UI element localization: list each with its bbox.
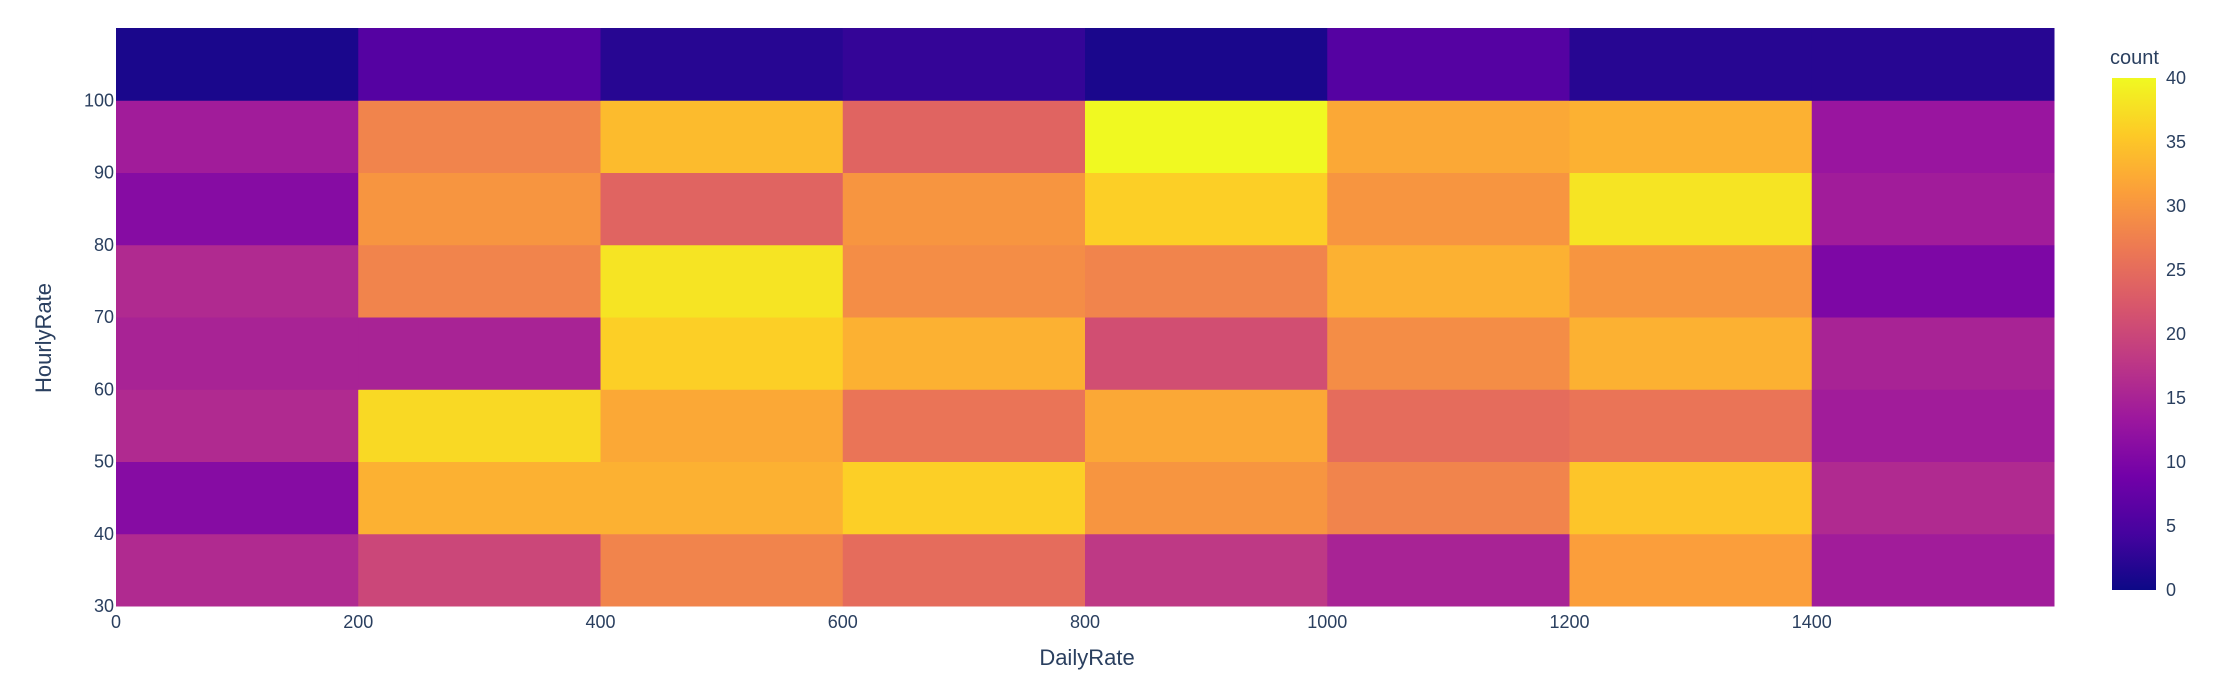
heatmap-cell xyxy=(358,533,601,607)
heatmap-cell xyxy=(116,28,359,101)
colorbar-tick-label: 30 xyxy=(2166,196,2186,216)
heatmap-cell xyxy=(1327,100,1570,173)
heatmap-cell xyxy=(1811,100,2055,173)
heatmap-cell xyxy=(1569,533,1813,607)
y-tick-label: 100 xyxy=(84,90,114,110)
heatmap-cell xyxy=(842,172,1086,246)
heatmap-cell xyxy=(1327,244,1570,318)
heatmap-cell xyxy=(1327,533,1570,607)
heatmap-cell xyxy=(1569,244,1813,318)
heatmap-cell xyxy=(358,172,601,246)
heatmap-cells xyxy=(116,28,2055,607)
heatmap-cell xyxy=(358,28,601,101)
colorbar-tick-label: 10 xyxy=(2166,452,2186,472)
heatmap-cell xyxy=(842,533,1086,607)
heatmap-cell xyxy=(1085,461,1328,535)
heatmap-cell xyxy=(358,317,601,390)
colorbar-tick-label: 0 xyxy=(2166,580,2176,600)
heatmap-cell xyxy=(1569,28,1813,101)
heatmap-cell xyxy=(116,244,359,318)
heatmap-cell xyxy=(1569,100,1813,173)
heatmap-cell xyxy=(116,389,359,462)
heatmap-cell xyxy=(1811,317,2055,390)
y-axis-title: HourlyRate xyxy=(31,283,56,393)
heatmap-cell xyxy=(116,533,359,607)
colorbar-tick-label: 15 xyxy=(2166,388,2186,408)
colorbar-tick-label: 5 xyxy=(2166,516,2176,536)
x-tick-label: 1200 xyxy=(1549,612,1589,632)
heatmap-cell xyxy=(600,389,844,462)
x-tick-label: 0 xyxy=(111,612,121,632)
y-tick-label: 40 xyxy=(94,524,114,544)
heatmap-cell xyxy=(600,244,844,318)
heatmap-cell xyxy=(1085,100,1328,173)
heatmap-cell xyxy=(1085,533,1328,607)
y-tick-label: 80 xyxy=(94,235,114,255)
heatmap-cell xyxy=(842,317,1086,390)
heatmap-cell xyxy=(116,461,359,535)
heatmap-cell xyxy=(1569,461,1813,535)
heatmap-cell xyxy=(116,172,359,246)
colorbar-tick-label: 25 xyxy=(2166,260,2186,280)
heatmap-cell xyxy=(358,389,601,462)
heatmap-cell xyxy=(842,100,1086,173)
heatmap-cell xyxy=(1811,244,2055,318)
heatmap-cell xyxy=(358,461,601,535)
colorbar-tick-label: 35 xyxy=(2166,132,2186,152)
heatmap-cell xyxy=(1085,172,1328,246)
heatmap-cell xyxy=(600,461,844,535)
heatmap-cell xyxy=(1085,389,1328,462)
heatmap-cell xyxy=(1811,28,2055,101)
heatmap-cell xyxy=(600,28,844,101)
x-axis-ticks: 0 200 400 600 800 1000 1200 1400 xyxy=(111,612,1832,632)
heatmap-cell xyxy=(600,100,844,173)
heatmap-cell xyxy=(842,461,1086,535)
heatmap-cell xyxy=(600,533,844,607)
heatmap-cell xyxy=(1569,317,1813,390)
heatmap-cell xyxy=(1327,172,1570,246)
heatmap-cell xyxy=(1327,389,1570,462)
x-tick-label: 400 xyxy=(585,612,615,632)
colorbar xyxy=(2112,78,2156,590)
y-tick-label: 30 xyxy=(94,596,114,616)
heatmap-cell xyxy=(1327,317,1570,390)
heatmap-cell xyxy=(1327,461,1570,535)
y-tick-label: 50 xyxy=(94,452,114,472)
x-tick-label: 200 xyxy=(343,612,373,632)
colorbar-tick-label: 20 xyxy=(2166,324,2186,344)
heatmap-cell xyxy=(1569,172,1813,246)
heatmap-cell xyxy=(358,100,601,173)
heatmap-cell xyxy=(1811,389,2055,462)
y-axis-ticks: 30 40 50 60 70 80 90 100 xyxy=(84,90,114,616)
x-tick-label: 1400 xyxy=(1792,612,1832,632)
heatmap-cell xyxy=(842,244,1086,318)
heatmap-cell xyxy=(116,100,359,173)
colorbar-ticks: 0 5 10 15 20 25 30 35 40 xyxy=(2166,68,2186,600)
heatmap-cell xyxy=(1327,28,1570,101)
y-tick-label: 60 xyxy=(94,379,114,399)
heatmap-cell xyxy=(1569,389,1813,462)
heatmap-cell xyxy=(600,172,844,246)
x-tick-label: 800 xyxy=(1070,612,1100,632)
heatmap-cell xyxy=(358,244,601,318)
x-tick-label: 1000 xyxy=(1307,612,1347,632)
x-tick-label: 600 xyxy=(828,612,858,632)
y-tick-label: 70 xyxy=(94,307,114,327)
heatmap-cell xyxy=(600,317,844,390)
x-axis-title: DailyRate xyxy=(1039,645,1134,670)
heatmap-cell xyxy=(1811,461,2055,535)
heatmap-cell xyxy=(116,317,359,390)
heatmap-cell xyxy=(842,389,1086,462)
colorbar-tick-label: 40 xyxy=(2166,68,2186,88)
heatmap-cell xyxy=(1085,28,1328,101)
heatmap-cell xyxy=(1085,244,1328,318)
colorbar-title: count xyxy=(2110,47,2159,69)
heatmap-cell xyxy=(1811,172,2055,246)
heatmap-cell xyxy=(842,28,1086,101)
heatmap-cell xyxy=(1811,533,2055,607)
y-tick-label: 90 xyxy=(94,163,114,183)
heatmap-cell xyxy=(1085,317,1328,390)
